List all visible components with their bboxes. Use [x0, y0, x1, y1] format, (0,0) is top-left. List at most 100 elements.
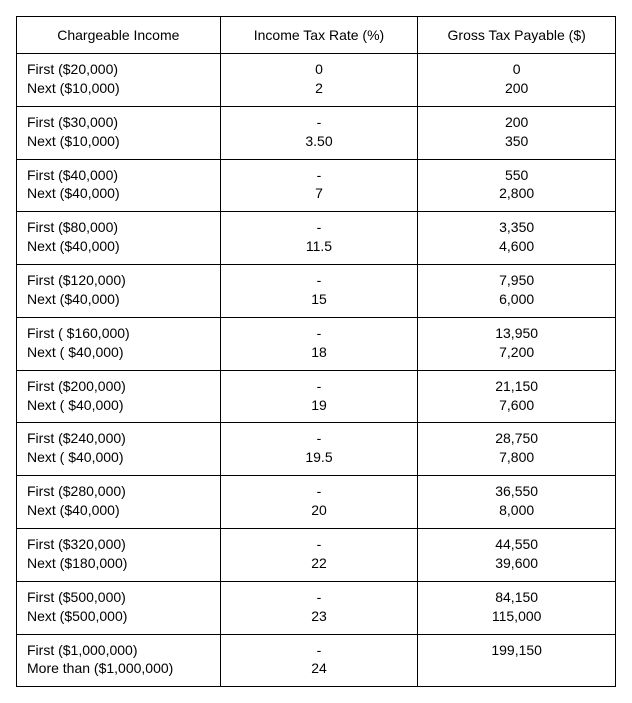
cell-gross-tax: 21,1507,600 [418, 370, 616, 423]
rate-first-line: - [231, 482, 408, 501]
table-row: First ( $160,000)Next ( $40,000)-1813,95… [17, 317, 616, 370]
rate-next-line: 15 [231, 290, 408, 309]
cell-chargeable-income: First ($20,000)Next ($10,000) [17, 54, 221, 107]
cell-chargeable-income: First ($120,000)Next ($40,000) [17, 265, 221, 318]
income-first-line: First ($240,000) [27, 429, 210, 448]
income-next-line: Next ($40,000) [27, 184, 210, 203]
rate-next-line: 19 [231, 396, 408, 415]
cell-gross-tax: 199,150 [418, 634, 616, 687]
cell-tax-rate: -7 [220, 159, 418, 212]
income-next-line: Next ( $40,000) [27, 396, 210, 415]
cell-tax-rate: -19.5 [220, 423, 418, 476]
income-first-line: First ($30,000) [27, 113, 210, 132]
rate-first-line: - [231, 324, 408, 343]
income-next-line: Next ($10,000) [27, 132, 210, 151]
income-next-line: Next ( $40,000) [27, 448, 210, 467]
header-gross-tax-payable: Gross Tax Payable ($) [418, 17, 616, 54]
tax-next-line: 8,000 [428, 501, 605, 520]
income-next-line: Next ($40,000) [27, 501, 210, 520]
rate-next-line: 11.5 [231, 237, 408, 256]
tax-first-line: 7,950 [428, 271, 605, 290]
income-first-line: First ($200,000) [27, 377, 210, 396]
rate-first-line: - [231, 429, 408, 448]
rate-first-line: - [231, 271, 408, 290]
rate-next-line: 18 [231, 343, 408, 362]
income-first-line: First ($40,000) [27, 166, 210, 185]
tax-next-line: 2,800 [428, 184, 605, 203]
tax-first-line: 36,550 [428, 482, 605, 501]
cell-tax-rate: -19 [220, 370, 418, 423]
rate-first-line: - [231, 377, 408, 396]
cell-chargeable-income: First ( $160,000)Next ( $40,000) [17, 317, 221, 370]
cell-gross-tax: 200350 [418, 106, 616, 159]
tax-first-line: 199,150 [428, 641, 605, 660]
cell-chargeable-income: First ($320,000)Next ($180,000) [17, 529, 221, 582]
cell-tax-rate: -24 [220, 634, 418, 687]
tax-rate-table: Chargeable Income Income Tax Rate (%) Gr… [16, 16, 616, 687]
income-first-line: First ($500,000) [27, 588, 210, 607]
cell-tax-rate: -15 [220, 265, 418, 318]
cell-tax-rate: -22 [220, 529, 418, 582]
cell-chargeable-income: First ($40,000)Next ($40,000) [17, 159, 221, 212]
rate-next-line: 23 [231, 607, 408, 626]
cell-tax-rate: -23 [220, 581, 418, 634]
tax-first-line: 550 [428, 166, 605, 185]
tax-next-line: 4,600 [428, 237, 605, 256]
rate-next-line: 3.50 [231, 132, 408, 151]
table-row: First ($500,000)Next ($500,000)-23 84,150… [17, 581, 616, 634]
income-first-line: First ($280,000) [27, 482, 210, 501]
cell-tax-rate: -20 [220, 476, 418, 529]
tax-next-line: 200 [428, 79, 605, 98]
tax-first-line: 3,350 [428, 218, 605, 237]
cell-chargeable-income: First ($500,000)Next ($500,000) [17, 581, 221, 634]
income-first-line: First ($120,000) [27, 271, 210, 290]
table-row: First ($80,000)Next ($40,000)-11.53,3504… [17, 212, 616, 265]
cell-chargeable-income: First ($240,000)Next ( $40,000) [17, 423, 221, 476]
rate-next-line: 2 [231, 79, 408, 98]
cell-chargeable-income: First ($200,000)Next ( $40,000) [17, 370, 221, 423]
income-first-line: First ($1,000,000) [27, 641, 210, 660]
table-row: First ($320,000)Next ($180,000)-2244,550… [17, 529, 616, 582]
rate-first-line: 0 [231, 60, 408, 79]
cell-chargeable-income: First ($280,000)Next ($40,000) [17, 476, 221, 529]
rate-first-line: - [231, 535, 408, 554]
income-next-line: Next ($180,000) [27, 554, 210, 573]
tax-first-line: 21,150 [428, 377, 605, 396]
cell-gross-tax: 5502,800 [418, 159, 616, 212]
cell-tax-rate: 02 [220, 54, 418, 107]
table-row: First ($30,000)Next ($10,000)-3.50200350 [17, 106, 616, 159]
cell-tax-rate: -3.50 [220, 106, 418, 159]
tax-first-line: 13,950 [428, 324, 605, 343]
tax-first-line: 200 [428, 113, 605, 132]
header-chargeable-income: Chargeable Income [17, 17, 221, 54]
header-income-tax-rate: Income Tax Rate (%) [220, 17, 418, 54]
income-first-line: First ($320,000) [27, 535, 210, 554]
rate-next-line: 19.5 [231, 448, 408, 467]
tax-next-line: 6,000 [428, 290, 605, 309]
cell-chargeable-income: First ($1,000,000)More than ($1,000,000) [17, 634, 221, 687]
income-first-line: First ( $160,000) [27, 324, 210, 343]
rate-next-line: 7 [231, 184, 408, 203]
cell-tax-rate: -18 [220, 317, 418, 370]
income-next-line: Next ($10,000) [27, 79, 210, 98]
cell-gross-tax: 28,7507,800 [418, 423, 616, 476]
tax-next-line: 7,600 [428, 396, 605, 415]
tax-first-line: 84,150 [428, 588, 605, 607]
income-next-line: Next ($40,000) [27, 290, 210, 309]
cell-tax-rate: -11.5 [220, 212, 418, 265]
cell-chargeable-income: First ($80,000)Next ($40,000) [17, 212, 221, 265]
table-row: First ($20,000)Next ($10,000)020200 [17, 54, 616, 107]
tax-first-line: 28,750 [428, 429, 605, 448]
table-row: First ($40,000)Next ($40,000)-75502,800 [17, 159, 616, 212]
cell-gross-tax: 13,9507,200 [418, 317, 616, 370]
cell-gross-tax: 3,3504,600 [418, 212, 616, 265]
rate-first-line: - [231, 588, 408, 607]
rate-next-line: 22 [231, 554, 408, 573]
cell-gross-tax: 7,9506,000 [418, 265, 616, 318]
tax-next-line: 39,600 [428, 554, 605, 573]
income-next-line: More than ($1,000,000) [27, 659, 210, 678]
rate-first-line: - [231, 113, 408, 132]
cell-gross-tax: 36,5508,000 [418, 476, 616, 529]
income-first-line: First ($20,000) [27, 60, 210, 79]
cell-gross-tax: 44,55039,600 [418, 529, 616, 582]
